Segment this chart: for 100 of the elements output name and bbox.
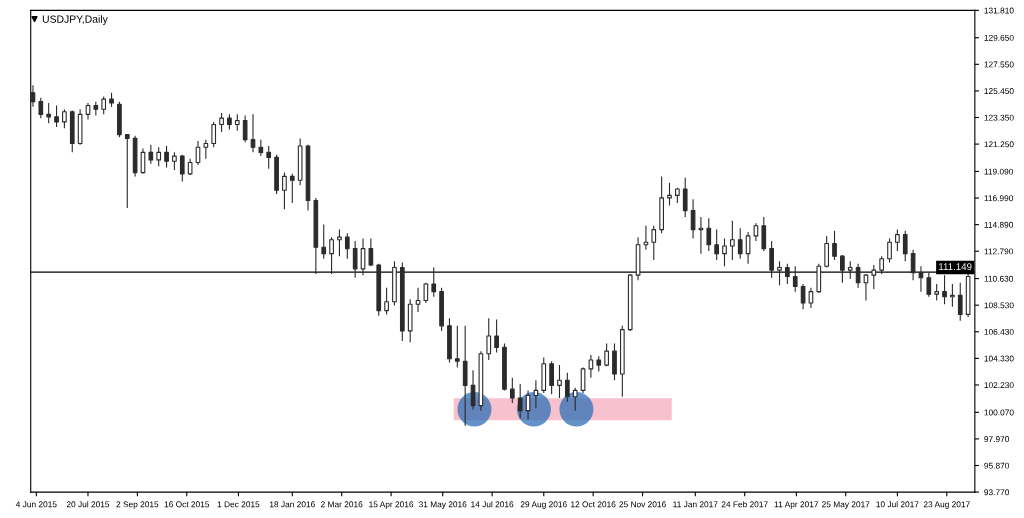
x-tick-label: 20 Jul 2015 [66, 501, 110, 508]
candlestick [392, 260, 397, 307]
candlestick [62, 108, 67, 129]
candlestick [635, 236, 641, 281]
y-tick-label: 116.990 [984, 195, 1014, 202]
candlestick [179, 154, 185, 183]
y-tick-label: 112.790 [984, 248, 1014, 255]
candlestick [808, 287, 814, 309]
candlestick [509, 377, 515, 404]
candlestick [117, 101, 122, 138]
candlestick [399, 261, 405, 342]
y-tick-label: 125.450 [984, 88, 1014, 94]
candlestick [46, 102, 52, 124]
y-tick-label: 119.090 [984, 168, 1014, 175]
x-tick-label: 18 Jan 2016 [269, 501, 315, 508]
candlestick [187, 158, 193, 176]
candlestick [148, 144, 154, 165]
candlestick [454, 325, 460, 369]
candlestick [753, 222, 759, 242]
candlestick [478, 350, 484, 412]
x-tick-label: 1 Dec 2015 [217, 501, 260, 508]
candlestick [667, 182, 672, 207]
y-tick-label: 121.250 [984, 141, 1014, 148]
y-tick-label: 95.870 [984, 462, 1010, 469]
candlestick [895, 229, 900, 252]
candlestick [30, 84, 36, 108]
candlestick [934, 283, 940, 302]
candlestick [329, 236, 334, 275]
x-tick-label: 16 Oct 2015 [164, 501, 210, 508]
candlestick [164, 145, 169, 169]
x-tick-label: 15 Apr 2016 [369, 501, 414, 509]
x-tick-label: 25 Nov 2016 [619, 501, 666, 508]
y-tick-label: 104.330 [984, 355, 1014, 362]
y-tick-label: 129.650 [984, 34, 1014, 41]
candlestick [486, 317, 492, 361]
candlestick [85, 102, 91, 120]
candlestick [54, 104, 59, 128]
candlestick [172, 151, 177, 171]
y-tick-label: 108.530 [984, 302, 1014, 309]
candlestick [792, 265, 798, 293]
candlestick [289, 173, 295, 204]
chart-title: USDJPY,Daily [42, 15, 108, 25]
candlestick [297, 137, 303, 186]
candlestick [462, 325, 468, 427]
candlestick [431, 267, 437, 298]
candlestick [879, 255, 885, 275]
candlestick [250, 113, 256, 153]
candlestick [950, 283, 955, 308]
x-tick-label: 11 Jan 2017 [673, 501, 718, 508]
candlestick [777, 260, 782, 286]
candlestick [816, 263, 822, 294]
candlestick [124, 134, 130, 209]
x-tick-label: 2 Mar 2016 [321, 501, 363, 508]
candlestick [376, 263, 382, 317]
x-tick-label: 31 May 2016 [418, 501, 467, 509]
candlestick [572, 387, 578, 412]
candlestick [38, 97, 44, 119]
candlestick [722, 237, 727, 267]
candlestick [855, 263, 861, 289]
candlestick [541, 356, 547, 394]
x-tick-label: 23 Aug 2017 [923, 501, 970, 509]
candlestick [368, 237, 374, 267]
x-tick-label: 4 Jun 2015 [15, 501, 57, 508]
candlestick [698, 216, 704, 255]
y-tick-label: 123.350 [984, 114, 1014, 121]
candlestick [321, 223, 327, 260]
candlestick [800, 283, 806, 310]
candlestick [242, 115, 248, 143]
candlestick [274, 154, 279, 195]
candlestick [203, 139, 209, 160]
x-tick-label: 29 Aug 2016 [520, 501, 567, 509]
candlestick [965, 272, 971, 318]
candlestick [730, 220, 735, 261]
candlestick [282, 172, 287, 210]
candlestick [77, 108, 83, 146]
y-tick-label: 102.230 [984, 382, 1014, 389]
candlestick [211, 121, 217, 148]
candlestick [195, 140, 201, 166]
candlestick [942, 274, 947, 305]
candlestick [847, 260, 853, 280]
candlestick [313, 197, 319, 275]
candlestick [156, 146, 162, 167]
candlestick [785, 263, 790, 285]
candlestick [93, 101, 99, 117]
x-tick-label: 12 Oct 2016 [571, 501, 616, 508]
x-tick-label: 2 Sep 2015 [116, 501, 159, 509]
ref-line-label: 111.149 [939, 263, 972, 271]
candlestick [580, 367, 586, 394]
candlestick [659, 175, 664, 234]
candlestick [533, 379, 539, 409]
candlestick [926, 272, 932, 298]
candlestick [675, 187, 680, 204]
candlestick [360, 237, 366, 276]
candlestick [517, 383, 523, 419]
candlestick [910, 249, 916, 281]
candlestick [344, 232, 350, 260]
candlestick [101, 96, 107, 115]
y-tick-label: 106.430 [984, 328, 1014, 335]
candlestick [266, 145, 272, 170]
candlestick [494, 318, 499, 353]
